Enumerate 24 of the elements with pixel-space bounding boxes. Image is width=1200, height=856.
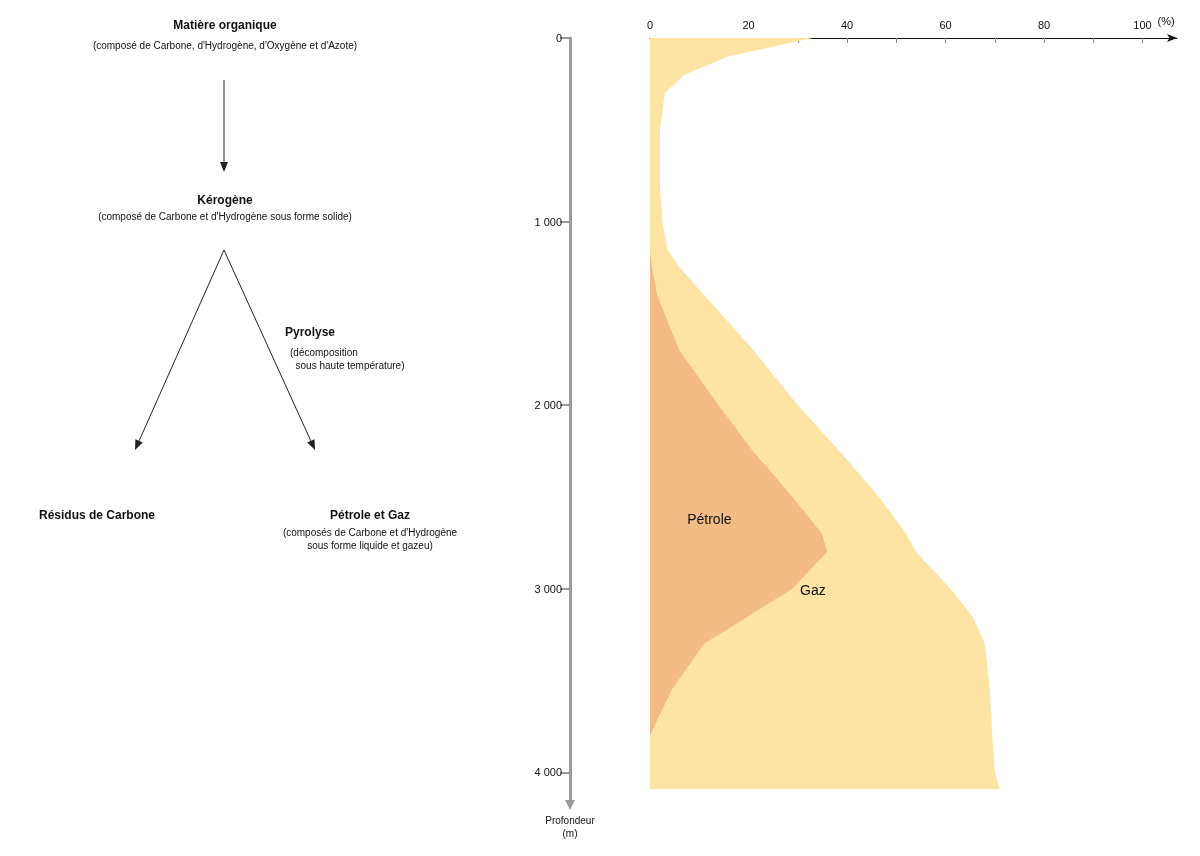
y-axis-title: Profondeur (m) — [545, 815, 596, 839]
x-tick-label: 20 — [742, 18, 755, 31]
text: Kérogène — [197, 193, 253, 209]
y-tick-label: 0 — [555, 32, 562, 44]
x-tick-label: 80 — [1037, 18, 1051, 31]
x-tick-label: 0 — [646, 18, 654, 31]
x-tick-label: 60 — [939, 18, 952, 31]
text: (composé de Carbone, d'Hydrogène, d'Oxygène et d'Azote) — [92, 39, 358, 52]
text: (composé de Carbone et d'Hydrogène sous forme solide) — [98, 210, 352, 223]
y-tick-label: 2 000 — [534, 399, 562, 412]
series-label: Pétrole — [687, 511, 732, 528]
y-tick-label: 3 000 — [534, 582, 562, 595]
series-label: Gaz — [800, 582, 826, 599]
text: Pétrole et Gaz — [329, 508, 411, 524]
y-tick-label: 4 000 — [534, 766, 562, 779]
text: Pyrolyse — [285, 325, 336, 341]
text: (décomposition sous haute température) — [290, 346, 405, 372]
x-tick-label: 40 — [840, 18, 854, 31]
text: Matière organique — [173, 18, 277, 34]
text: (composés de Carbone et d'Hydrogène sous forme liquide et gazeu) — [282, 526, 458, 552]
x-axis-title: (%) — [1157, 14, 1175, 27]
y-tick-label: 1 000 — [534, 215, 562, 228]
x-tick-label: 100 — [1133, 18, 1152, 31]
text: Résidus de Carbone — [38, 508, 156, 524]
